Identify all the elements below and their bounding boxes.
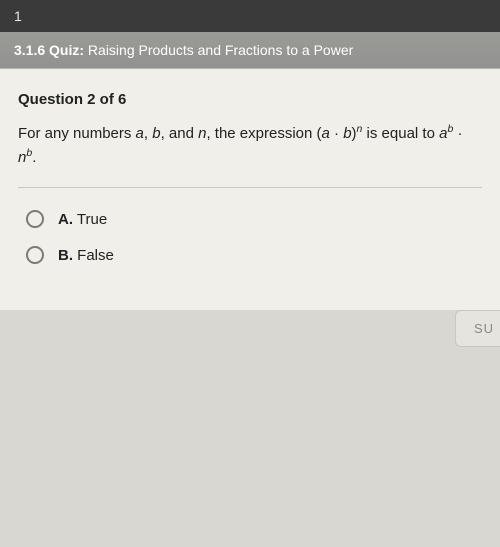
quiz-title: Raising Products and Fractions to a Powe…: [88, 42, 353, 58]
q-var-a: a: [136, 125, 144, 142]
option-b-letter: B.: [58, 247, 73, 264]
q-per: .: [32, 149, 36, 166]
top-bar-text: 1: [14, 8, 22, 24]
option-a-letter: A.: [58, 211, 73, 228]
question-number: Question 2 of 6: [18, 91, 482, 108]
q-ea: a: [322, 125, 330, 142]
option-a[interactable]: A. True: [26, 210, 474, 228]
question-text: For any numbers a, b, and n, the express…: [18, 122, 482, 188]
q-var-b: b: [152, 125, 160, 142]
option-a-label: A. True: [58, 211, 107, 228]
q-mid: , the expression (: [206, 125, 321, 142]
top-bar: 1: [0, 0, 500, 32]
quiz-prefix: 3.1.6 Quiz:: [14, 42, 84, 58]
q-d1: ·: [330, 125, 343, 142]
q-d2: ·: [453, 125, 462, 142]
radio-icon[interactable]: [26, 246, 44, 264]
radio-icon[interactable]: [26, 210, 44, 228]
q-c2: , and: [161, 125, 199, 142]
option-b-text: False: [77, 247, 114, 264]
submit-button[interactable]: SU: [455, 310, 500, 347]
option-b[interactable]: B. False: [26, 246, 474, 264]
quiz-header: 3.1.6 Quiz: Raising Products and Fractio…: [0, 32, 500, 69]
q-eb: b: [343, 125, 351, 142]
q-pre: For any numbers: [18, 125, 136, 142]
options-list: A. True B. False: [18, 188, 482, 310]
option-b-label: B. False: [58, 247, 114, 264]
option-a-text: True: [77, 211, 107, 228]
submit-area: SU: [0, 310, 500, 347]
q-c1: ,: [144, 125, 152, 142]
q-eq: is equal to: [362, 125, 439, 142]
lower-bg: [0, 347, 500, 547]
question-content: Question 2 of 6 For any numbers a, b, an…: [0, 69, 500, 310]
